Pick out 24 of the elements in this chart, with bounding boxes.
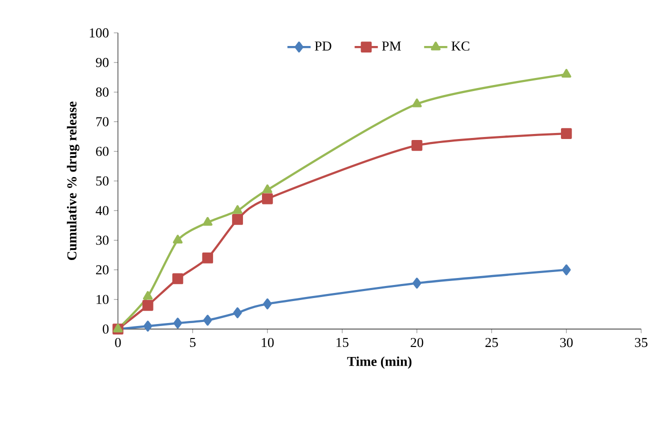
- legend-label: KC: [452, 41, 470, 51]
- x-tick-label: 10: [262, 338, 274, 348]
- y-axis-title: Cumulative % drug release: [66, 101, 80, 260]
- y-tick-label: 10: [96, 294, 109, 304]
- x-tick-label: 25: [485, 338, 498, 347]
- x-tick-label: 20: [410, 338, 424, 348]
- y-tick-label: 70: [96, 117, 109, 126]
- y-tick-label: 40: [96, 206, 109, 216]
- y-tick-label: 50: [96, 176, 109, 186]
- x-axis-title: Time (min): [347, 356, 412, 369]
- x-tick-label: 0: [115, 338, 121, 348]
- legend-label: PD: [314, 41, 332, 50]
- x-tick-label: 5: [190, 338, 196, 347]
- x-tick-label: 30: [560, 338, 573, 348]
- x-tick-label: 35: [635, 338, 648, 347]
- y-tick-label: 20: [96, 265, 109, 274]
- legend-label: PM: [382, 41, 401, 50]
- y-tick-label: 90: [96, 58, 109, 67]
- y-tick-label: 0: [102, 324, 109, 334]
- y-tick-label: 100: [90, 28, 109, 38]
- y-tick-label: 80: [96, 87, 109, 97]
- x-tick-label: 15: [336, 338, 348, 347]
- y-tick-label: 60: [96, 146, 109, 156]
- y-tick-label: 30: [96, 236, 109, 245]
